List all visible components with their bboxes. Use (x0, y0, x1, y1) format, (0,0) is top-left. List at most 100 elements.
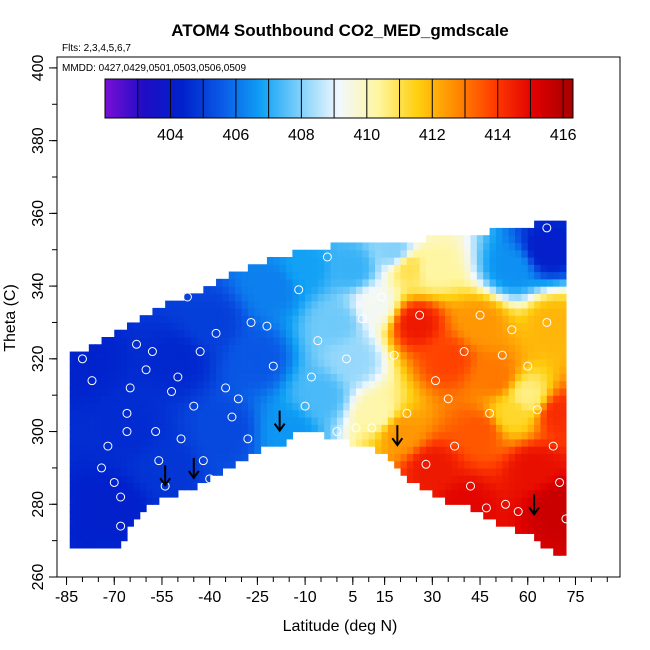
heatmap-cell (203, 453, 211, 462)
heatmap-cell (126, 467, 134, 476)
heatmap-cell (203, 409, 211, 418)
heatmap-cell (133, 322, 141, 331)
heatmap-cell (362, 351, 370, 360)
heatmap-cell (489, 511, 497, 520)
heatmap-cell (515, 366, 522, 374)
heatmap-cell (133, 504, 141, 513)
colorbar (104, 78, 574, 119)
heatmap-cell (216, 315, 223, 324)
heatmap-cell (381, 242, 389, 251)
heatmap-cell (222, 300, 230, 309)
heatmap-cell (209, 358, 217, 367)
heatmap-cell (438, 264, 446, 273)
heatmap-cell (171, 482, 179, 491)
heatmap-cell (540, 446, 548, 454)
heatmap-cell (190, 395, 198, 404)
heatmap-cell (438, 242, 446, 251)
heatmap-cell (419, 322, 427, 331)
heatmap-cell (470, 329, 478, 338)
heatmap-cell (355, 380, 363, 389)
heatmap-cell (400, 387, 408, 396)
heatmap-cell (286, 264, 293, 273)
observation-point (103, 441, 113, 451)
heatmap-cell (495, 417, 503, 425)
heatmap-cell (209, 329, 217, 338)
heatmap-cell (107, 453, 115, 462)
heatmap-cell (209, 373, 217, 382)
heatmap-cell (470, 453, 478, 462)
heatmap-cell (559, 380, 567, 389)
heatmap-cell (279, 358, 287, 367)
heatmap-cell (126, 366, 134, 374)
heatmap-cell (387, 264, 395, 273)
heatmap-cell (464, 307, 472, 316)
heatmap-cell (190, 431, 198, 440)
heatmap-cell (515, 278, 522, 287)
heatmap-cell (476, 249, 484, 258)
heatmap-cell (406, 380, 414, 389)
heatmap-cell (235, 329, 243, 338)
heatmap-cell (489, 278, 497, 287)
heatmap-cell (228, 453, 236, 462)
heatmap-cell (438, 286, 446, 294)
heatmap-cell (235, 402, 243, 411)
observation-point (176, 434, 186, 444)
heatmap-cell (521, 366, 529, 374)
heatmap-cell (177, 395, 185, 404)
heatmap-cell (247, 351, 255, 360)
heatmap-cell (165, 417, 173, 425)
heatmap-cell (247, 271, 255, 280)
heatmap-cell (336, 300, 344, 309)
heatmap-cell (546, 424, 554, 433)
heatmap-cell (559, 526, 567, 534)
heatmap-cell (298, 278, 306, 287)
heatmap-cell (495, 497, 503, 505)
heatmap-cell (483, 402, 491, 411)
heatmap-cell (387, 438, 395, 447)
heatmap-cell (305, 278, 313, 287)
heatmap-cell (425, 264, 433, 273)
heatmap-cell (394, 453, 402, 462)
heatmap-cell (107, 409, 115, 418)
heatmap-cell (381, 358, 389, 367)
heatmap-cell (228, 322, 236, 331)
heatmap-cell (375, 380, 383, 389)
heatmap-cell (139, 497, 147, 505)
heatmap-cell (553, 482, 561, 491)
heatmap-cell (133, 489, 141, 498)
heatmap-cell (235, 351, 243, 360)
heatmap-cell (489, 344, 497, 353)
heatmap-cell (88, 467, 96, 476)
heatmap-cell (381, 344, 389, 353)
heatmap-cell (406, 467, 414, 476)
heatmap-cell (387, 344, 395, 353)
heatmap-cell (362, 242, 370, 251)
heatmap-cell (464, 249, 472, 258)
heatmap-cell (69, 504, 77, 513)
heatmap-cell (139, 482, 147, 491)
heatmap-cell (126, 431, 134, 440)
heatmap-cell (489, 460, 497, 469)
heatmap-cell (527, 431, 535, 440)
heatmap-cell (177, 387, 185, 396)
heatmap-cell (540, 337, 548, 345)
heatmap-cell (203, 475, 211, 484)
heatmap-cell (553, 286, 561, 294)
heatmap-cell (266, 315, 274, 324)
x-tick-label: 75 (567, 589, 585, 606)
heatmap-cell (228, 373, 236, 382)
heatmap-cell (190, 329, 198, 338)
heatmap-cell (228, 402, 236, 411)
heatmap-cell (470, 264, 478, 273)
heatmap-cell (495, 395, 503, 404)
heatmap-cell (464, 344, 472, 353)
heatmap-cell (438, 373, 446, 382)
heatmap-cell (305, 257, 313, 265)
heatmap-cell (495, 351, 503, 360)
heatmap-cell (324, 315, 332, 324)
heatmap-cell (152, 344, 160, 353)
heatmap-cell (222, 337, 230, 345)
heatmap-cell (527, 402, 535, 411)
heatmap-cell (260, 329, 268, 338)
y-tick-label: 340 (30, 273, 47, 300)
